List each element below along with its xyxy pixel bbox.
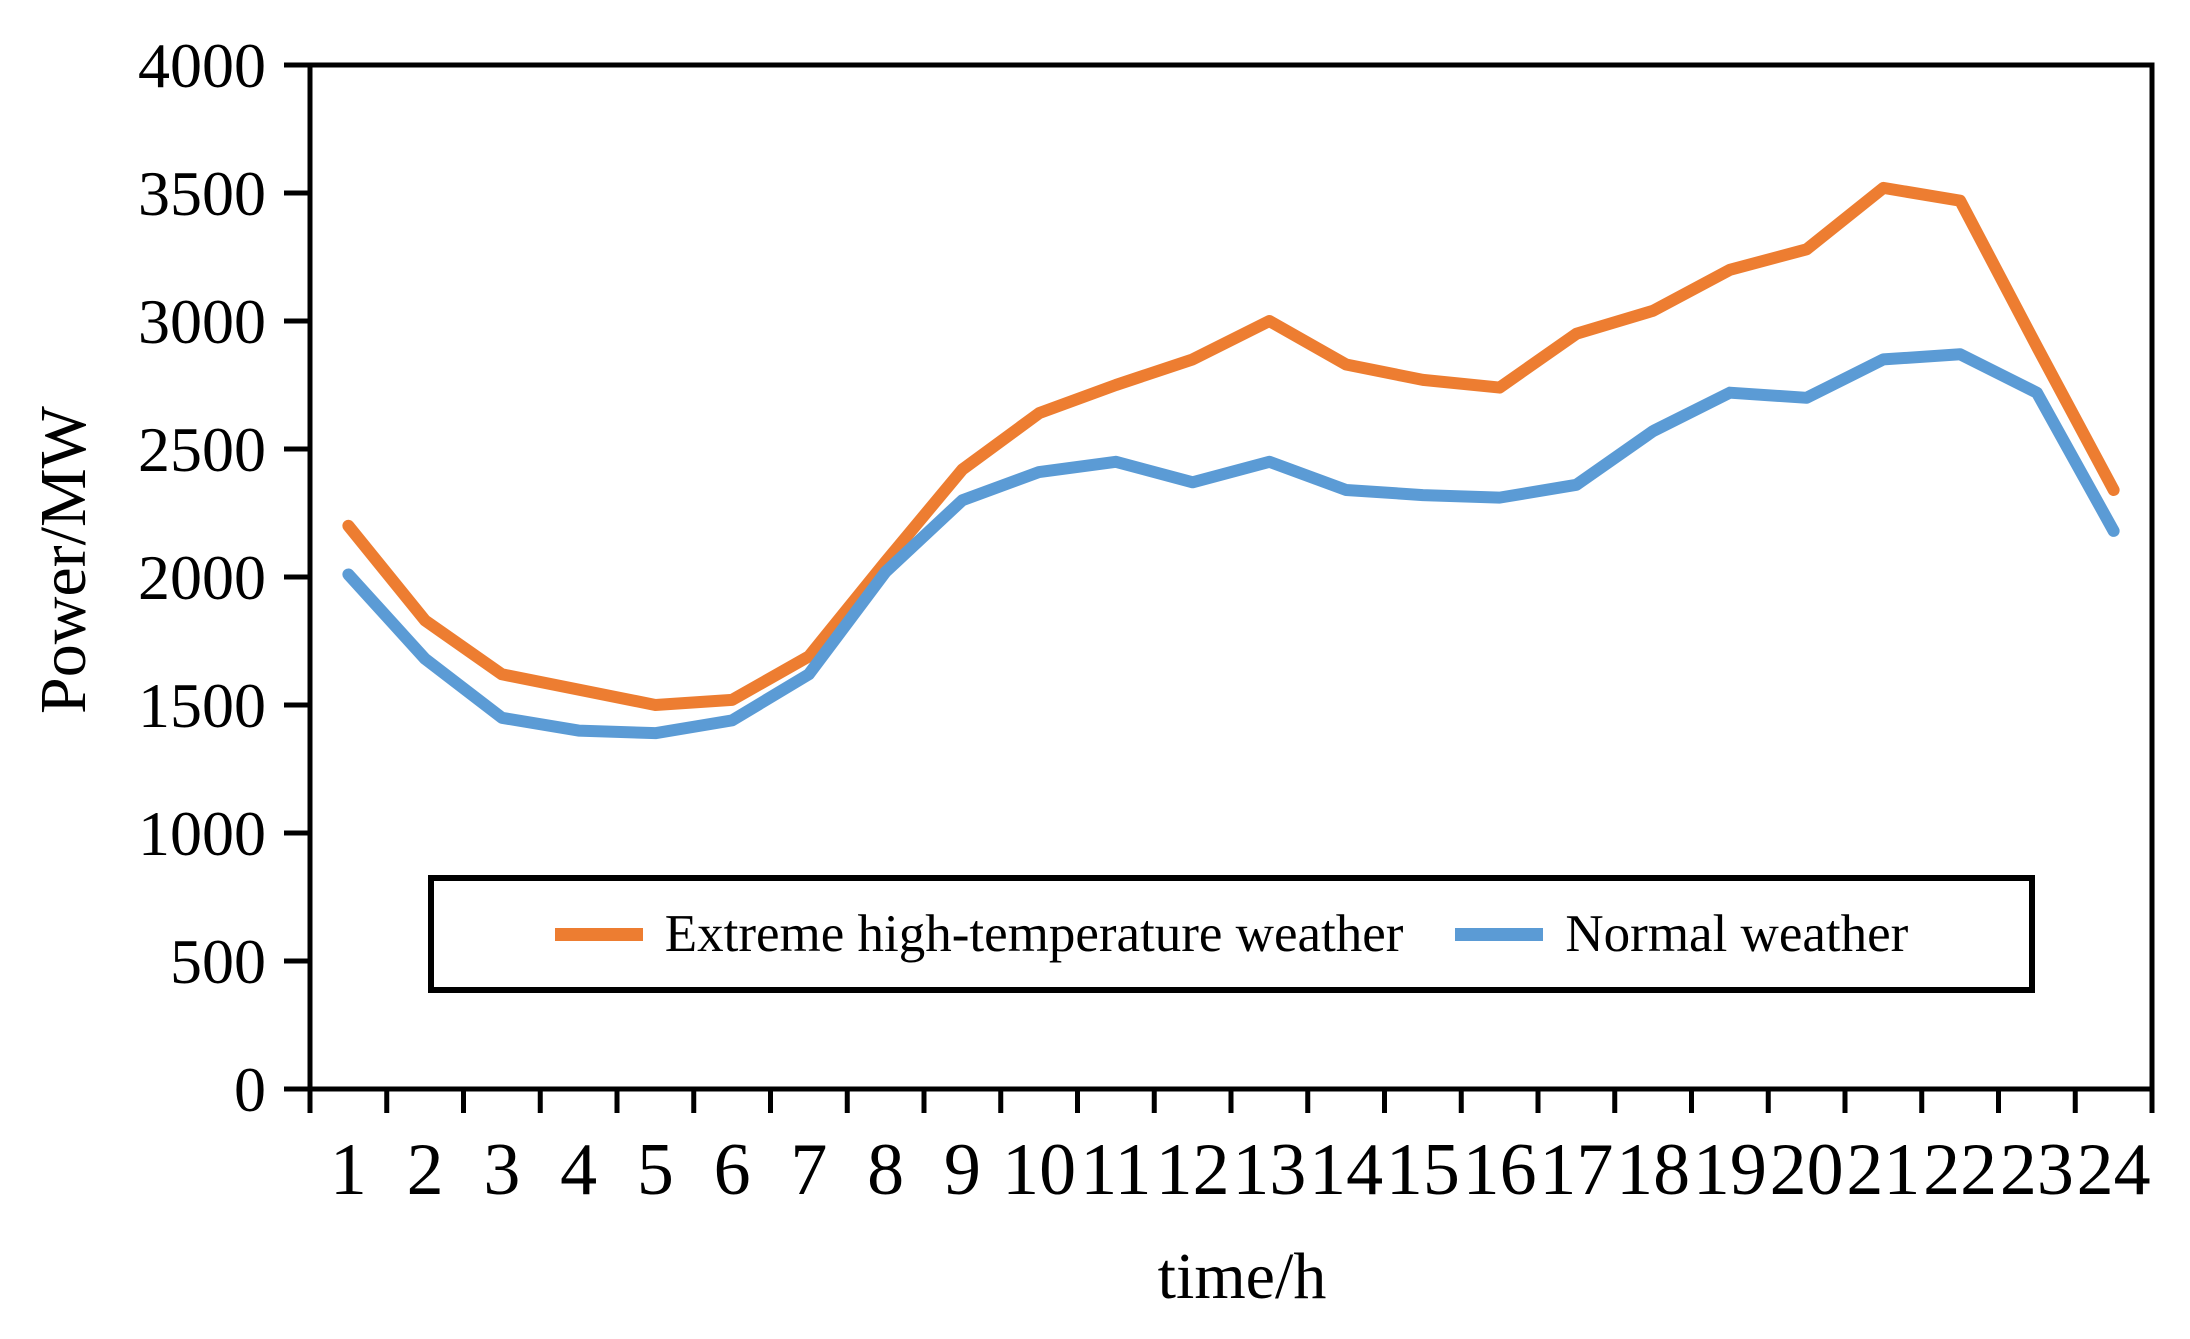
legend-label-extreme: Extreme high-temperature weather xyxy=(664,905,1404,963)
y-axis-tick-label: 2500 xyxy=(138,414,266,485)
x-axis-tick-label: 17 xyxy=(1539,1129,1613,1211)
x-axis-tick-label: 16 xyxy=(1463,1129,1537,1211)
x-axis-tick-label: 22 xyxy=(1923,1129,1997,1211)
x-axis-tick-label: 13 xyxy=(1232,1129,1306,1211)
x-axis-tick-label: 19 xyxy=(1693,1129,1767,1211)
x-axis-tick-label: 23 xyxy=(2000,1129,2074,1211)
x-axis-tick-label: 1 xyxy=(330,1129,367,1211)
x-axis-title: time/h xyxy=(1157,1240,1327,1313)
legend-swatch-normal-icon xyxy=(1455,927,1544,941)
x-axis-tick-label: 14 xyxy=(1309,1129,1383,1211)
legend-swatch-extreme-icon xyxy=(554,927,643,941)
x-axis-tick-label: 21 xyxy=(1846,1129,1920,1211)
x-axis-tick-label: 11 xyxy=(1080,1129,1151,1211)
x-axis-tick-label: 4 xyxy=(560,1129,597,1211)
x-axis-tick-label: 12 xyxy=(1156,1129,1230,1211)
legend-label-normal: Normal weather xyxy=(1565,905,1909,963)
legend-item-normal: Normal weather xyxy=(1455,904,1908,964)
y-axis-tick-label: 1500 xyxy=(138,670,266,741)
x-axis-tick-label: 6 xyxy=(714,1129,751,1211)
legend: Extreme high-temperature weather Normal … xyxy=(428,875,2035,993)
x-axis-tick-label: 2 xyxy=(407,1129,444,1211)
y-axis-tick-label: 1000 xyxy=(138,798,266,869)
y-axis-tick-label: 0 xyxy=(234,1054,266,1125)
y-axis-tick-label: 500 xyxy=(170,926,266,997)
x-axis-tick-label: 3 xyxy=(483,1129,520,1211)
x-axis-tick-label: 9 xyxy=(944,1129,981,1211)
y-axis-title: Power/MW xyxy=(27,406,100,714)
x-axis-tick-label: 7 xyxy=(790,1129,827,1211)
series-line-extreme xyxy=(342,181,2120,711)
x-axis-tick-label: 5 xyxy=(637,1129,674,1211)
y-axis-tick-label: 3000 xyxy=(138,286,266,357)
y-axis-tick-label: 3500 xyxy=(138,158,266,229)
y-axis-tick-label: 4000 xyxy=(138,30,266,101)
legend-item-extreme: Extreme high-temperature weather xyxy=(554,904,1404,964)
x-axis-tick-label: 18 xyxy=(1616,1129,1690,1211)
x-axis-tick-label: 20 xyxy=(1770,1129,1844,1211)
x-axis-tick-label: 8 xyxy=(867,1129,904,1211)
y-axis-tick-label: 2000 xyxy=(138,542,266,613)
x-axis-tick-label: 24 xyxy=(2077,1129,2151,1211)
series-line-normal xyxy=(342,348,2120,740)
x-axis-tick-label: 15 xyxy=(1386,1129,1460,1211)
x-axis-tick-label: 10 xyxy=(1002,1129,1076,1211)
